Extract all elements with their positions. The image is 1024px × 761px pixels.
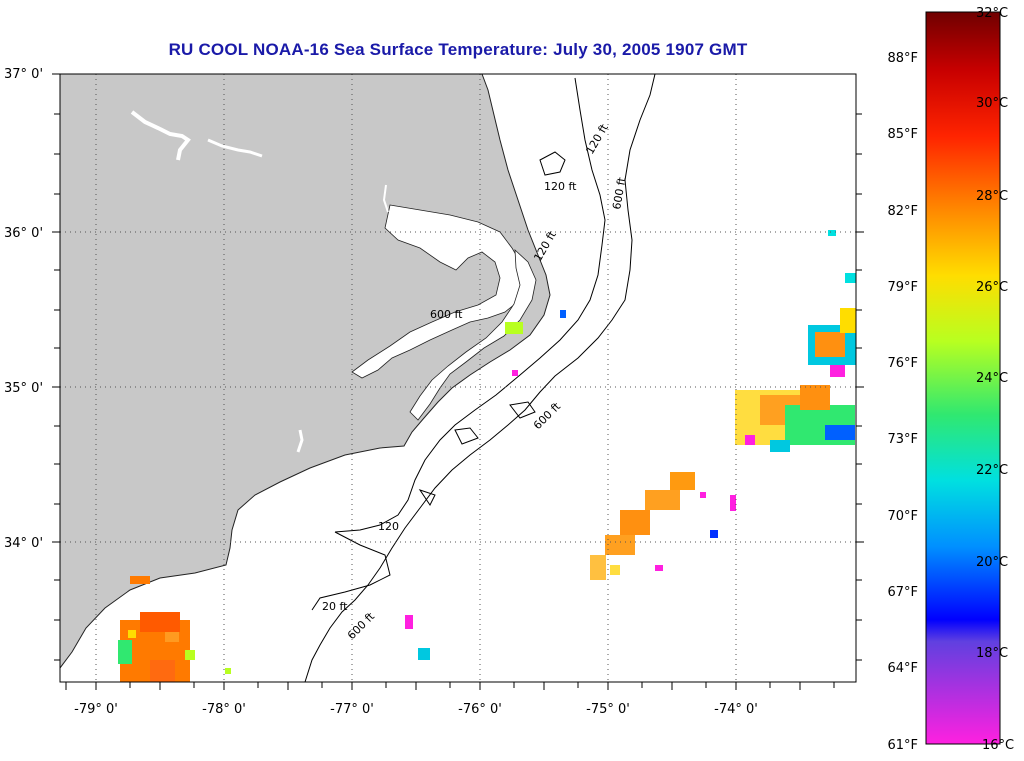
river-2 xyxy=(207,138,263,158)
cb-c-16: 16°C xyxy=(982,738,1014,753)
cb-c-30: 30°C xyxy=(976,96,1008,111)
lat-label-36: 36° 0' xyxy=(4,226,43,241)
cb-f-76: 76°F xyxy=(887,356,918,371)
lon-label-75: -75° 0' xyxy=(586,702,630,717)
river-1 xyxy=(130,110,191,161)
cb-f-64: 64°F xyxy=(887,661,918,676)
cb-c-28: 28°C xyxy=(976,189,1008,204)
cb-f-82: 82°F xyxy=(887,204,918,219)
sst-cluster-southwest xyxy=(118,576,231,682)
lon-label-74: -74° 0' xyxy=(714,702,758,717)
sst-cluster-small xyxy=(405,310,566,660)
lon-label-79: -79° 0' xyxy=(74,702,118,717)
cb-f-70: 70°F xyxy=(887,509,918,524)
cb-f-61: 61°F xyxy=(887,738,918,753)
cb-c-32: 32°C xyxy=(976,6,1008,21)
river-3 xyxy=(296,429,304,453)
contour-label-7: 20 ft xyxy=(322,600,348,613)
map-title: RU COOL NOAA-16 Sea Surface Temperature:… xyxy=(168,40,748,59)
lon-label-78: -78° 0' xyxy=(202,702,246,717)
cb-c-18: 18°C xyxy=(976,646,1008,661)
cb-f-73: 73°F xyxy=(887,432,918,447)
lat-label-37: 37° 0' xyxy=(4,67,43,82)
cb-c-22: 22°C xyxy=(976,463,1008,478)
sst-cluster-offshore xyxy=(590,472,736,580)
cb-c-20: 20°C xyxy=(976,555,1008,570)
contour-label-8: 120 xyxy=(378,520,399,533)
lon-label-76: -76° 0' xyxy=(458,702,502,717)
contour-120ft xyxy=(311,77,606,611)
cb-c-24: 24°C xyxy=(976,371,1008,386)
lat-label-35: 35° 0' xyxy=(4,381,43,396)
cb-f-85: 85°F xyxy=(887,127,918,142)
colorbar xyxy=(925,11,1001,745)
contour-label-1: 120 ft xyxy=(544,180,577,193)
cb-f-88: 88°F xyxy=(887,51,918,66)
contour-600ft xyxy=(304,74,656,682)
cb-f-67: 67°F xyxy=(887,585,918,600)
pamlico-sound xyxy=(409,249,537,421)
sst-cluster-east xyxy=(735,230,856,452)
river-4 xyxy=(382,184,389,213)
lon-label-77: -77° 0' xyxy=(330,702,374,717)
map-frame xyxy=(59,73,857,683)
contour-label-2: 600 ft xyxy=(610,176,629,211)
axis-ticks xyxy=(52,73,864,690)
cb-f-79: 79°F xyxy=(887,280,918,295)
lat-label-34: 34° 0' xyxy=(4,536,43,551)
contour-label-9: 600 ft xyxy=(430,308,463,321)
cb-c-26: 26°C xyxy=(976,280,1008,295)
